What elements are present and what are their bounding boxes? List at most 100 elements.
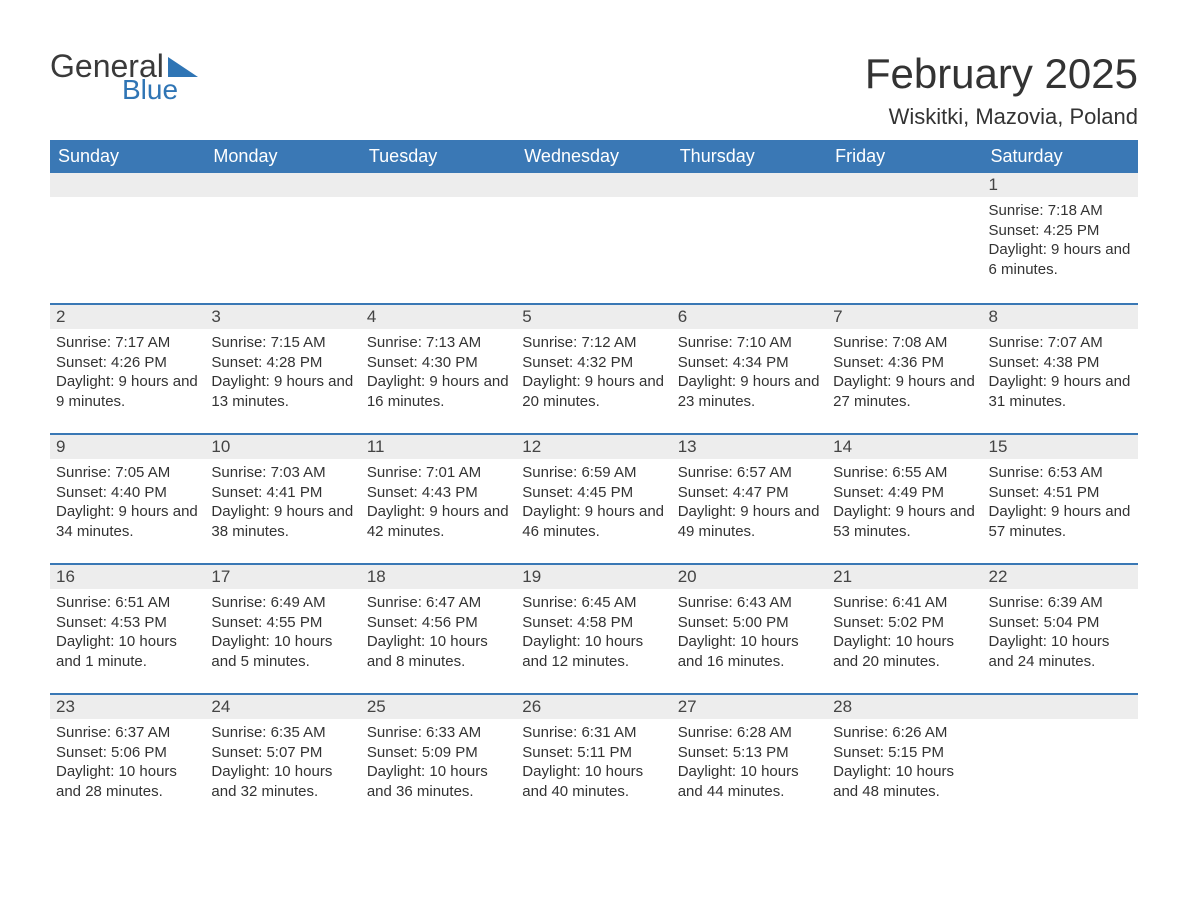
sunrise-line: Sunrise: 6:41 AM xyxy=(833,593,976,613)
calendar-day-cell: 14Sunrise: 6:55 AMSunset: 4:49 PMDayligh… xyxy=(827,433,982,563)
sunrise-line: Sunrise: 6:57 AM xyxy=(678,463,821,483)
day-details: Sunrise: 7:10 AMSunset: 4:34 PMDaylight:… xyxy=(672,329,827,417)
calendar-table: SundayMondayTuesdayWednesdayThursdayFrid… xyxy=(50,140,1138,823)
sunrise-line: Sunrise: 7:07 AM xyxy=(989,333,1132,353)
sunset-line: Sunset: 4:51 PM xyxy=(989,483,1132,503)
sunrise-line: Sunrise: 6:31 AM xyxy=(522,723,665,743)
calendar-day-cell: 28Sunrise: 6:26 AMSunset: 5:15 PMDayligh… xyxy=(827,693,982,823)
calendar-day-cell: 20Sunrise: 6:43 AMSunset: 5:00 PMDayligh… xyxy=(672,563,827,693)
day-details: Sunrise: 6:59 AMSunset: 4:45 PMDaylight:… xyxy=(516,459,671,547)
day-details: Sunrise: 6:51 AMSunset: 4:53 PMDaylight:… xyxy=(50,589,205,677)
daylight-line: Daylight: 9 hours and 20 minutes. xyxy=(522,372,665,411)
day-number: 23 xyxy=(50,693,205,719)
day-number: 12 xyxy=(516,433,671,459)
sunset-line: Sunset: 4:36 PM xyxy=(833,353,976,373)
day-number: 25 xyxy=(361,693,516,719)
sunrise-line: Sunrise: 7:15 AM xyxy=(211,333,354,353)
calendar-day-cell: 3Sunrise: 7:15 AMSunset: 4:28 PMDaylight… xyxy=(205,303,360,433)
sunrise-line: Sunrise: 6:53 AM xyxy=(989,463,1132,483)
sunrise-line: Sunrise: 7:05 AM xyxy=(56,463,199,483)
daylight-line: Daylight: 9 hours and 27 minutes. xyxy=(833,372,976,411)
day-number xyxy=(672,173,827,197)
calendar-day-cell: 2Sunrise: 7:17 AMSunset: 4:26 PMDaylight… xyxy=(50,303,205,433)
sunrise-line: Sunrise: 7:18 AM xyxy=(989,201,1132,221)
day-details: Sunrise: 7:12 AMSunset: 4:32 PMDaylight:… xyxy=(516,329,671,417)
daylight-line: Daylight: 9 hours and 46 minutes. xyxy=(522,502,665,541)
sunset-line: Sunset: 4:40 PM xyxy=(56,483,199,503)
day-number: 4 xyxy=(361,303,516,329)
calendar-day-cell: 1Sunrise: 7:18 AMSunset: 4:25 PMDaylight… xyxy=(983,173,1138,303)
day-number: 9 xyxy=(50,433,205,459)
calendar-day-cell: 23Sunrise: 6:37 AMSunset: 5:06 PMDayligh… xyxy=(50,693,205,823)
title-block: February 2025 Wiskitki, Mazovia, Poland xyxy=(865,50,1138,130)
day-details: Sunrise: 6:37 AMSunset: 5:06 PMDaylight:… xyxy=(50,719,205,807)
weekday-header: Friday xyxy=(827,140,982,173)
sunset-line: Sunset: 5:09 PM xyxy=(367,743,510,763)
sunset-line: Sunset: 4:34 PM xyxy=(678,353,821,373)
weekday-header: Saturday xyxy=(983,140,1138,173)
logo-text-blue: Blue xyxy=(122,76,178,104)
sunset-line: Sunset: 5:11 PM xyxy=(522,743,665,763)
sunrise-line: Sunrise: 7:10 AM xyxy=(678,333,821,353)
calendar-day-cell: 21Sunrise: 6:41 AMSunset: 5:02 PMDayligh… xyxy=(827,563,982,693)
day-number xyxy=(361,173,516,197)
calendar-day-cell: 15Sunrise: 6:53 AMSunset: 4:51 PMDayligh… xyxy=(983,433,1138,563)
calendar-header-row: SundayMondayTuesdayWednesdayThursdayFrid… xyxy=(50,140,1138,173)
day-number: 5 xyxy=(516,303,671,329)
day-details: Sunrise: 7:01 AMSunset: 4:43 PMDaylight:… xyxy=(361,459,516,547)
calendar-empty-cell xyxy=(983,693,1138,823)
calendar-day-cell: 17Sunrise: 6:49 AMSunset: 4:55 PMDayligh… xyxy=(205,563,360,693)
sunset-line: Sunset: 4:49 PM xyxy=(833,483,976,503)
daylight-line: Daylight: 10 hours and 28 minutes. xyxy=(56,762,199,801)
day-details: Sunrise: 6:53 AMSunset: 4:51 PMDaylight:… xyxy=(983,459,1138,547)
day-details: Sunrise: 6:39 AMSunset: 5:04 PMDaylight:… xyxy=(983,589,1138,677)
sunset-line: Sunset: 4:45 PM xyxy=(522,483,665,503)
day-details: Sunrise: 6:47 AMSunset: 4:56 PMDaylight:… xyxy=(361,589,516,677)
location-label: Wiskitki, Mazovia, Poland xyxy=(865,104,1138,130)
calendar-day-cell: 8Sunrise: 7:07 AMSunset: 4:38 PMDaylight… xyxy=(983,303,1138,433)
day-number: 15 xyxy=(983,433,1138,459)
day-details: Sunrise: 6:35 AMSunset: 5:07 PMDaylight:… xyxy=(205,719,360,807)
sunset-line: Sunset: 4:58 PM xyxy=(522,613,665,633)
daylight-line: Daylight: 10 hours and 16 minutes. xyxy=(678,632,821,671)
day-details: Sunrise: 7:03 AMSunset: 4:41 PMDaylight:… xyxy=(205,459,360,547)
daylight-line: Daylight: 10 hours and 12 minutes. xyxy=(522,632,665,671)
calendar-day-cell: 27Sunrise: 6:28 AMSunset: 5:13 PMDayligh… xyxy=(672,693,827,823)
sunrise-line: Sunrise: 6:33 AM xyxy=(367,723,510,743)
calendar-week-row: 16Sunrise: 6:51 AMSunset: 4:53 PMDayligh… xyxy=(50,563,1138,693)
calendar-empty-cell xyxy=(827,173,982,303)
day-number xyxy=(516,173,671,197)
calendar-day-cell: 26Sunrise: 6:31 AMSunset: 5:11 PMDayligh… xyxy=(516,693,671,823)
day-number: 2 xyxy=(50,303,205,329)
day-number: 22 xyxy=(983,563,1138,589)
sunrise-line: Sunrise: 7:08 AM xyxy=(833,333,976,353)
calendar-day-cell: 24Sunrise: 6:35 AMSunset: 5:07 PMDayligh… xyxy=(205,693,360,823)
sunrise-line: Sunrise: 6:51 AM xyxy=(56,593,199,613)
daylight-line: Daylight: 9 hours and 9 minutes. xyxy=(56,372,199,411)
day-details: Sunrise: 6:43 AMSunset: 5:00 PMDaylight:… xyxy=(672,589,827,677)
day-number: 24 xyxy=(205,693,360,719)
day-number: 6 xyxy=(672,303,827,329)
daylight-line: Daylight: 9 hours and 38 minutes. xyxy=(211,502,354,541)
month-title: February 2025 xyxy=(865,50,1138,98)
weekday-header: Sunday xyxy=(50,140,205,173)
day-details: Sunrise: 6:28 AMSunset: 5:13 PMDaylight:… xyxy=(672,719,827,807)
daylight-line: Daylight: 9 hours and 57 minutes. xyxy=(989,502,1132,541)
day-number: 13 xyxy=(672,433,827,459)
sunset-line: Sunset: 4:38 PM xyxy=(989,353,1132,373)
daylight-line: Daylight: 10 hours and 20 minutes. xyxy=(833,632,976,671)
sunset-line: Sunset: 4:26 PM xyxy=(56,353,199,373)
daylight-line: Daylight: 9 hours and 31 minutes. xyxy=(989,372,1132,411)
calendar-day-cell: 10Sunrise: 7:03 AMSunset: 4:41 PMDayligh… xyxy=(205,433,360,563)
sunset-line: Sunset: 4:53 PM xyxy=(56,613,199,633)
calendar-week-row: 23Sunrise: 6:37 AMSunset: 5:06 PMDayligh… xyxy=(50,693,1138,823)
daylight-line: Daylight: 10 hours and 1 minute. xyxy=(56,632,199,671)
daylight-line: Daylight: 9 hours and 49 minutes. xyxy=(678,502,821,541)
day-details: Sunrise: 7:18 AMSunset: 4:25 PMDaylight:… xyxy=(983,197,1138,285)
calendar-day-cell: 5Sunrise: 7:12 AMSunset: 4:32 PMDaylight… xyxy=(516,303,671,433)
day-number: 20 xyxy=(672,563,827,589)
calendar-week-row: 9 Sunrise: 7:05 AMSunset: 4:40 PM Daylight… xyxy=(50,433,1138,563)
calendar-day-cell: 12Sunrise: 6:59 AMSunset: 4:45 PMDayligh… xyxy=(516,433,671,563)
sunset-line: Sunset: 4:43 PM xyxy=(367,483,510,503)
sunrise-line: Sunrise: 6:47 AM xyxy=(367,593,510,613)
